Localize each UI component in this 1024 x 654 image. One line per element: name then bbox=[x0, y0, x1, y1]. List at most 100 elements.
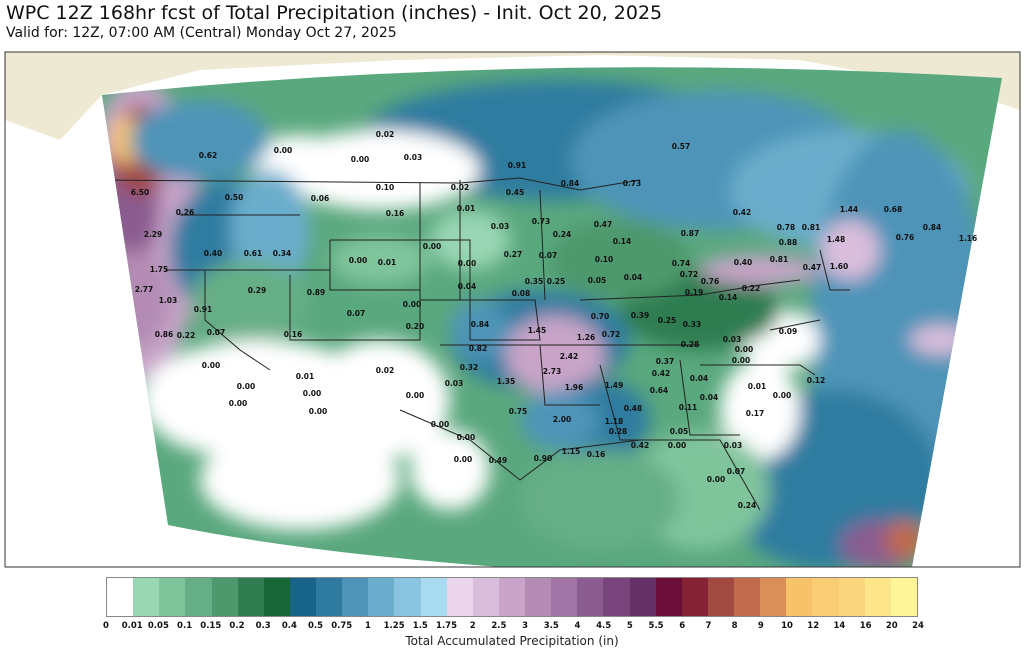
point-value-label: 0.91 bbox=[508, 161, 527, 170]
point-value-label: 0.33 bbox=[683, 320, 702, 329]
point-value-label: 0.10 bbox=[595, 255, 614, 264]
point-value-label: 0.25 bbox=[547, 277, 566, 286]
precip-area bbox=[130, 100, 270, 180]
point-value-label: 0.61 bbox=[244, 249, 263, 258]
point-value-label: 1.15 bbox=[562, 447, 581, 456]
point-value-label: 0.03 bbox=[723, 335, 742, 344]
colorbar-bin bbox=[342, 578, 369, 616]
precip-area bbox=[885, 520, 925, 560]
point-value-label: 1.26 bbox=[577, 333, 596, 342]
point-value-label: 0.19 bbox=[685, 288, 704, 297]
colorbar-bin bbox=[525, 578, 552, 616]
colorbar-bin bbox=[760, 578, 787, 616]
state-border bbox=[599, 364, 640, 441]
colorbar-tick-label: 10 bbox=[781, 621, 793, 631]
point-value-label: 0.49 bbox=[489, 456, 508, 465]
point-value-label: 0.00 bbox=[202, 361, 221, 370]
precip-area bbox=[150, 350, 250, 450]
point-value-label: 0.25 bbox=[658, 316, 677, 325]
point-value-label: 0.20 bbox=[406, 322, 425, 331]
point-value-label: 0.00 bbox=[237, 382, 256, 391]
colorbar-bin bbox=[368, 578, 395, 616]
colorbar-bin bbox=[107, 578, 134, 616]
colorbar-bin bbox=[707, 578, 734, 616]
point-value-label: 1.03 bbox=[159, 296, 178, 305]
point-value-label: 0.82 bbox=[469, 344, 488, 353]
precip-area bbox=[190, 260, 310, 340]
point-value-label: 0.78 bbox=[777, 223, 796, 232]
point-value-label: 0.62 bbox=[199, 151, 218, 160]
point-value-label: 0.07 bbox=[207, 328, 226, 337]
point-value-label: 0.04 bbox=[624, 273, 643, 282]
point-value-label: 1.96 bbox=[565, 383, 584, 392]
colorbar-bin bbox=[890, 578, 917, 616]
colorbar-tick-label: 16 bbox=[859, 621, 872, 631]
point-value-label: 0.02 bbox=[376, 366, 395, 375]
colorbar-bin bbox=[838, 578, 865, 616]
point-value-label: 0.11 bbox=[679, 403, 698, 412]
point-value-label: 0.42 bbox=[733, 208, 752, 217]
colorbar-bin bbox=[812, 578, 839, 616]
colorbar-bin bbox=[394, 578, 421, 616]
point-value-label: 0.88 bbox=[779, 238, 798, 247]
point-value-label: 0.12 bbox=[807, 376, 826, 385]
point-value-label: 0.64 bbox=[650, 386, 669, 395]
point-value-label: 0.00 bbox=[351, 155, 370, 164]
point-value-label: 0.22 bbox=[742, 284, 761, 293]
point-value-label: 0.40 bbox=[204, 249, 223, 258]
point-value-label: 0.39 bbox=[631, 311, 650, 320]
point-value-label: 1.60 bbox=[830, 262, 849, 271]
point-value-label: 0.00 bbox=[423, 242, 442, 251]
colorbar-bin bbox=[498, 578, 525, 616]
colorbar-tick-label: 0.01 bbox=[121, 621, 143, 631]
point-value-label: 0.27 bbox=[504, 250, 523, 259]
colorbar-tick-label: 5 bbox=[626, 621, 633, 631]
colorbar-tick-label: 4 bbox=[574, 621, 581, 631]
point-value-label: 0.45 bbox=[506, 188, 525, 197]
colorbar-bin bbox=[289, 578, 316, 616]
point-value-label: 0.01 bbox=[457, 204, 476, 213]
valid-time: Valid for: 12Z, 07:00 AM (Central) Monda… bbox=[6, 25, 397, 41]
point-value-label: 0.90 bbox=[534, 454, 553, 463]
colorbar-tick-label: 7 bbox=[705, 621, 712, 631]
point-value-label: 0.75 bbox=[509, 407, 528, 416]
point-value-label: 0.35 bbox=[525, 277, 544, 286]
point-value-label: 0.74 bbox=[672, 259, 691, 268]
state-border bbox=[399, 409, 761, 511]
point-value-label: 0.09 bbox=[779, 327, 798, 336]
point-value-label: 2.29 bbox=[144, 230, 163, 239]
colorbar-ticks: 0 0.01 0.05 0.1 0.15 0.2 0.3 0.4 0.5 0.75 1 1.25 1.5… bbox=[103, 621, 924, 633]
colorbar-tick-label: 0.05 bbox=[147, 621, 169, 631]
point-value-label: 1.75 bbox=[150, 265, 169, 274]
precip-area bbox=[520, 450, 680, 550]
point-value-label: 0.07 bbox=[347, 309, 366, 318]
precip-area bbox=[550, 220, 690, 300]
point-value-label: 0.26 bbox=[176, 208, 195, 217]
point-value-label: 0.05 bbox=[588, 276, 607, 285]
colorbar-bin bbox=[446, 578, 473, 616]
colorbar-tick-label: 14 bbox=[833, 621, 846, 631]
point-value-label: 0.89 bbox=[307, 288, 326, 297]
point-value-label: 0.86 bbox=[155, 330, 174, 339]
colorbar-bin bbox=[211, 578, 238, 616]
colorbar-bin bbox=[185, 578, 212, 616]
point-value-label: 0.48 bbox=[624, 404, 643, 413]
colorbar-tick-label: 24 bbox=[912, 621, 924, 631]
point-value-label: 0.01 bbox=[748, 382, 767, 391]
precip-area bbox=[700, 255, 820, 285]
colorbar-tick-label: 4.5 bbox=[596, 621, 612, 631]
point-value-label: 0.08 bbox=[512, 289, 531, 298]
precip-area bbox=[110, 115, 140, 165]
colorbar-tick-label: 3.5 bbox=[543, 621, 559, 631]
point-value-label: 0.00 bbox=[349, 256, 368, 265]
land-outside-domain bbox=[5, 52, 1020, 140]
colorbar-bin bbox=[655, 578, 682, 616]
point-value-label: 0.03 bbox=[404, 153, 423, 162]
colorbar-bin bbox=[734, 578, 761, 616]
colorbar-tick-label: 5.5 bbox=[648, 621, 664, 631]
point-value-label: 0.01 bbox=[296, 372, 315, 381]
precip-area bbox=[310, 340, 450, 460]
colorbar-bin bbox=[420, 578, 447, 616]
point-value-label: 0.24 bbox=[738, 501, 757, 510]
point-value-label: 0.04 bbox=[700, 393, 719, 402]
